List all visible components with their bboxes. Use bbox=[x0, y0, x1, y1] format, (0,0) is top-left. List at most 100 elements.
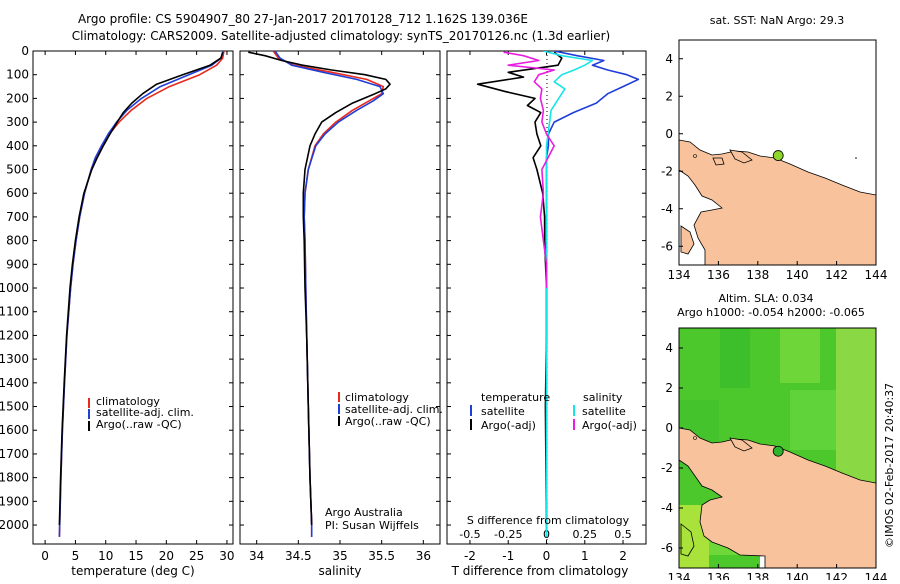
x-tick-label: -1 bbox=[502, 549, 514, 563]
sla-patch bbox=[790, 390, 836, 450]
lat-tick-label: 2 bbox=[665, 381, 673, 395]
x-tick-label: 34.5 bbox=[285, 549, 312, 563]
sla-map-subtitle: Argo h1000: -0.054 h2000: -0.065 bbox=[677, 306, 865, 319]
legend-argo-label: Argo(..raw -QC) bbox=[96, 418, 182, 431]
lat-tick-label: -4 bbox=[661, 202, 673, 216]
lat-tick-label: 2 bbox=[665, 89, 673, 103]
island-small bbox=[712, 157, 725, 166]
y-tick-label: 200 bbox=[6, 91, 29, 105]
temperature-axes-frame bbox=[32, 50, 234, 545]
header-line1: Argo profile: CS 5904907_80 27-Jan-2017 … bbox=[78, 12, 528, 26]
y-tick-label: 1300 bbox=[0, 352, 29, 366]
x-tick-label: 0 bbox=[41, 549, 49, 563]
x-top-tick-label: -0.5 bbox=[459, 528, 480, 541]
sla-map-title: Altim. SLA: 0.034 bbox=[718, 292, 813, 305]
series-line-s-argo-adj bbox=[503, 51, 556, 288]
series-line-argo-raw-qc bbox=[58, 51, 224, 526]
y-tick-label: 300 bbox=[6, 115, 29, 129]
island-yapen bbox=[729, 437, 753, 452]
y-tick-label: 1800 bbox=[0, 471, 29, 485]
legend-argo-label: Argo(..raw -QC) bbox=[345, 415, 431, 428]
x-tick-label: -2 bbox=[464, 549, 476, 563]
y-tick-label: 1400 bbox=[0, 376, 29, 390]
x-tick-label: 20 bbox=[159, 549, 174, 563]
salinity-panel: 34 34.5 35 35.5 36 salinity climatology sate… bbox=[239, 50, 443, 578]
y-tick-label: 1500 bbox=[0, 400, 29, 414]
lat-tick-label: -4 bbox=[661, 501, 673, 515]
x-top-tick-label: 0.25 bbox=[573, 528, 598, 541]
argo-float-marker bbox=[772, 150, 784, 161]
salinity-y-ticks bbox=[240, 50, 440, 526]
y-tick-label: 1100 bbox=[0, 305, 29, 319]
island-frederik-hendrik bbox=[680, 225, 695, 255]
x-tick-label: 0 bbox=[543, 549, 551, 563]
x-tick-label: 35 bbox=[332, 549, 347, 563]
island-yapen bbox=[729, 149, 753, 164]
x-tick-label: 1 bbox=[581, 549, 589, 563]
x-top-tick-label: 0.5 bbox=[614, 528, 632, 541]
legend-climatology-label: climatology bbox=[345, 391, 409, 404]
sla-map-lat-ticks: 4 2 0 -2 -4 -6 bbox=[661, 341, 683, 555]
lon-tick-label: 138 bbox=[746, 571, 769, 580]
y-tick-label: 1900 bbox=[0, 494, 29, 508]
islet bbox=[855, 157, 857, 159]
x-tick-label: 2 bbox=[619, 549, 627, 563]
lat-tick-label: -6 bbox=[661, 239, 673, 253]
lat-tick-label: 0 bbox=[665, 421, 673, 435]
x-tick-label: 25 bbox=[189, 549, 204, 563]
sla-map-frame bbox=[678, 327, 877, 569]
temperature-panel: 0100200300400500600700800900100011001200… bbox=[0, 44, 235, 578]
difference-legend: temperature satellite Argo(-adj) salinit… bbox=[470, 391, 637, 432]
lon-tick-label: 138 bbox=[746, 268, 769, 282]
island-frederik-hendrik bbox=[680, 523, 695, 557]
x-tick-label: 30 bbox=[219, 549, 234, 563]
x-tick-label: 10 bbox=[98, 549, 113, 563]
x-top-tick-label: -0.25 bbox=[494, 528, 522, 541]
lon-tick-label: 134 bbox=[668, 268, 691, 282]
argo-float-marker bbox=[772, 445, 784, 457]
sla-map: Altim. SLA: 0.034 Argo h1000: -0.054 h20… bbox=[661, 292, 888, 584]
annotation-pi: PI: Susan Wijffels bbox=[325, 519, 419, 532]
y-tick-label: 700 bbox=[6, 210, 29, 224]
x-tick-label: 15 bbox=[128, 549, 143, 563]
y-tick-label: 2000 bbox=[0, 518, 29, 532]
temperature-xlabel: temperature (deg C) bbox=[71, 564, 194, 578]
sst-map-lat-ticks: 4 2 0 -2 -4 -6 bbox=[661, 52, 683, 253]
difference-series bbox=[476, 51, 640, 537]
lat-tick-label: -2 bbox=[661, 461, 673, 475]
y-tick-label: 600 bbox=[6, 186, 29, 200]
y-tick-label: 1000 bbox=[0, 281, 29, 295]
lat-tick-label: -2 bbox=[661, 164, 673, 178]
x-tick-label: 5 bbox=[72, 549, 80, 563]
sst-map-frame bbox=[678, 39, 877, 266]
temperature-legend: climatology satellite-adj. clim. Argo(..… bbox=[88, 395, 194, 431]
lon-tick-label: 144 bbox=[865, 268, 888, 282]
temperature-series bbox=[58, 51, 225, 537]
difference-y-ticks bbox=[447, 50, 646, 526]
x-tick-label: 35.5 bbox=[368, 549, 395, 563]
legend-sat-label: satellite-adj. clim. bbox=[345, 403, 443, 416]
y-tick-label: 1600 bbox=[0, 423, 29, 437]
lat-tick-label: 4 bbox=[665, 52, 673, 66]
islet bbox=[693, 436, 697, 440]
lon-tick-label: 140 bbox=[786, 268, 809, 282]
annotation-argo-australia: Argo Australia bbox=[325, 506, 403, 519]
x-tick-label: 34 bbox=[249, 549, 264, 563]
lon-tick-label: 142 bbox=[825, 268, 848, 282]
lon-tick-label: 134 bbox=[668, 571, 691, 580]
sst-map-title: sat. SST: NaN Argo: 29.3 bbox=[710, 14, 844, 27]
legend-s-sat-label: satellite bbox=[582, 405, 626, 418]
y-tick-label: 900 bbox=[6, 257, 29, 271]
x-tick-label: 36 bbox=[416, 549, 431, 563]
islet bbox=[693, 154, 697, 158]
legend-t-argo-label: Argo(-adj) bbox=[481, 419, 536, 432]
sst-map: sat. SST: NaN Argo: 29.3 420-2-4-6 134 13… bbox=[661, 14, 887, 282]
difference-x-ticks: -2 -1 0 1 2-0.5 -0.25 0 0.25 0.5 bbox=[459, 51, 632, 563]
temperature-x-ticks: 0 5 10 15 20 25 30 bbox=[41, 51, 235, 563]
y-tick-label: 800 bbox=[6, 234, 29, 248]
y-tick-label: 500 bbox=[6, 163, 29, 177]
lon-tick-label: 140 bbox=[786, 571, 809, 580]
lon-tick-label: 144 bbox=[865, 571, 888, 580]
y-tick-label: 100 bbox=[6, 68, 29, 82]
